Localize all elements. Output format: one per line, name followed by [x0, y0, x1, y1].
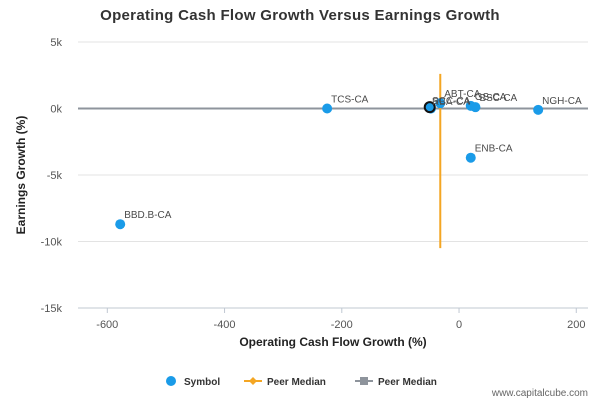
x-tick-label: 200: [567, 319, 585, 331]
chart-title: Operating Cash Flow Growth Versus Earnin…: [100, 7, 500, 24]
point-label: SCC-CA: [432, 96, 471, 107]
x-tick-label: -200: [331, 319, 353, 331]
x-tick-label: -600: [96, 319, 118, 331]
point-label: ABT-CA: [444, 89, 480, 100]
legend-peer-y-label: Peer Median: [378, 377, 437, 388]
y-tick-label: 5k: [50, 37, 62, 49]
y-tick-label: -10k: [41, 237, 63, 249]
legend-peer-x-marker: [249, 377, 257, 385]
point-label: TCS-CA: [331, 95, 369, 106]
y-tick-label: 0k: [50, 104, 62, 116]
point-label: NGH-CA: [542, 96, 582, 107]
legend-peer-x-label: Peer Median: [267, 377, 326, 388]
x-axis-title: Operating Cash Flow Growth (%): [239, 335, 426, 349]
data-point: [435, 98, 446, 109]
data-point: [322, 103, 333, 114]
legend-symbol-label: Symbol: [184, 377, 220, 388]
watermark: www.capitalcube.com: [491, 388, 588, 399]
data-point: [115, 219, 126, 230]
y-tick-label: -15k: [41, 303, 63, 315]
y-tick-label: -5k: [47, 170, 63, 182]
x-tick-label: 0: [456, 319, 462, 331]
highlight-point: [423, 101, 436, 114]
point-label: ENB-CA: [475, 144, 513, 155]
x-tick-label: -400: [214, 319, 236, 331]
y-axis-title: Earnings Growth (%): [14, 116, 28, 235]
legend-symbol-marker: [166, 376, 176, 386]
point-label: BBD.B-CA: [124, 210, 172, 221]
data-point: [533, 104, 544, 115]
legend-peer-y-marker: [360, 377, 368, 385]
point-label: RBA-CA: [432, 97, 470, 108]
data-point: [465, 152, 476, 163]
point-label: BSC-CA: [479, 93, 517, 104]
point-label: GS-CA: [475, 92, 507, 103]
data-point: [470, 102, 481, 113]
